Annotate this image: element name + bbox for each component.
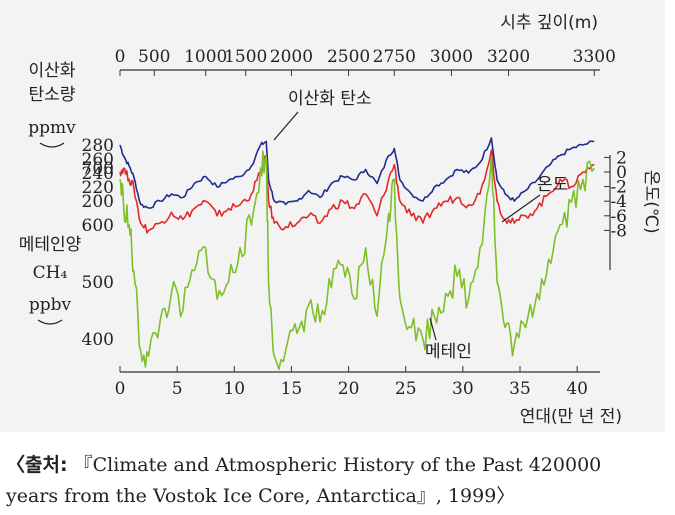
ch4-axis-label-brace xyxy=(37,319,63,325)
x-axis-ticks: 0 5 10 15 20 25 30 35 40 xyxy=(115,366,588,399)
co2-axis-label-line1: 이산화 xyxy=(29,61,76,81)
top-axis-tick-label: 3000 xyxy=(430,47,473,67)
co2-line xyxy=(119,137,595,209)
top-axis-tick-label: 2000 xyxy=(270,47,313,67)
ch4-axis-tick-label: 400 xyxy=(82,330,114,350)
temp-axis-tick-label: 0 xyxy=(616,163,627,183)
annotation-temp-arrow xyxy=(501,194,541,223)
top-axis-tick-label: 1500 xyxy=(224,47,267,67)
ch4-axis-label-line3: ppbv xyxy=(29,295,72,315)
annotation-temp: 온도 xyxy=(501,175,568,223)
x-axis-tick-label: 35 xyxy=(509,379,531,399)
co2-axis-label-line3: ppmv xyxy=(28,118,76,138)
annotation-co2-arrow xyxy=(273,111,299,141)
source-text-1: 『Climate and Atmospheric History of the … xyxy=(67,454,602,476)
top-axis-tick-label: 500 xyxy=(138,47,170,67)
annotation-co2-label: 이산화 탄소 xyxy=(288,89,372,109)
source-prefix: 〈출처: xyxy=(6,454,68,476)
annotation-ch4-label: 메테인 xyxy=(425,342,472,362)
temp-axis-title: 온도(℃) xyxy=(641,170,661,234)
ch4-axis-label-line2: CH₄ xyxy=(33,263,68,283)
co2-axis-label-line2: 탄소량 xyxy=(29,85,76,105)
temp-axis-tick-label: -8 xyxy=(610,221,627,241)
ch4-axis-ticks: 400 500 600 700 xyxy=(82,159,114,350)
co2-axis-label-brace xyxy=(39,142,65,148)
temp-axis-ticks: 20-2-4-6-8 xyxy=(604,148,627,241)
x-axis-tick-label: 15 xyxy=(281,379,303,399)
co2-axis-tick-label: 220 xyxy=(82,178,114,198)
ch4-axis-label: 메테인양 CH₄ ppbv xyxy=(19,235,82,325)
temp-axis-tick-label: -2 xyxy=(610,178,627,198)
ch4-axis-label-line1: 메테인양 xyxy=(19,235,82,255)
x-axis-tick-label: 30 xyxy=(452,379,474,399)
co2-axis-tick-label: 260 xyxy=(82,150,114,170)
x-axis-tick-label: 0 xyxy=(115,379,126,399)
source-line-1: 〈출처: 『Climate and Atmospheric History of… xyxy=(6,450,601,477)
ch4-axis-tick-label: 600 xyxy=(82,216,114,236)
temp-axis-tick-label: -4 xyxy=(610,192,627,212)
x-axis-tick-label: 10 xyxy=(223,379,245,399)
source-text-2: years from the Vostok Ice Core, Antarcti… xyxy=(6,485,516,507)
top-axis-tick-label: 2750 xyxy=(373,47,416,67)
x-axis-tick-label: 25 xyxy=(395,379,417,399)
ch4-axis-tick-label: 700 xyxy=(82,159,114,179)
chart-background xyxy=(0,0,665,432)
source-line-2: years from the Vostok Ice Core, Antarcti… xyxy=(6,481,515,508)
top-axis-tick-label: 3300 xyxy=(573,47,616,67)
ch4-axis-tick-label: 500 xyxy=(82,273,114,293)
top-axis-tick-label: 2500 xyxy=(327,47,370,67)
methane-line xyxy=(119,150,595,370)
co2-axis-label: 이산화 탄소량 ppmv xyxy=(28,61,76,148)
top-axis-tick-label: 1000 xyxy=(184,47,227,67)
x-axis-title: 연대(만 년 전) xyxy=(520,407,622,427)
co2-axis-tick-label: 280 xyxy=(82,136,114,156)
temp-axis-tick-label: -6 xyxy=(610,207,627,227)
x-axis-tick-label: 5 xyxy=(172,379,183,399)
x-axis-tick-label: 20 xyxy=(338,379,360,399)
co2-axis-tick-label: 240 xyxy=(82,164,114,184)
annotation-co2: 이산화 탄소 xyxy=(273,89,372,141)
annotation-temp-label: 온도 xyxy=(537,175,568,195)
top-axis-tick-label: 0 xyxy=(115,47,126,67)
top-axis-title: 시추 깊이(m) xyxy=(500,13,598,33)
co2-axis-tick-label: 200 xyxy=(82,192,114,212)
top-axis-tick-label: 3200 xyxy=(487,47,530,67)
annotation-ch4-arrow xyxy=(429,317,437,341)
x-axis-tick-label: 40 xyxy=(566,379,588,399)
temp-axis-tick-label: 2 xyxy=(616,148,627,168)
annotation-ch4: 메테인 xyxy=(425,317,472,362)
